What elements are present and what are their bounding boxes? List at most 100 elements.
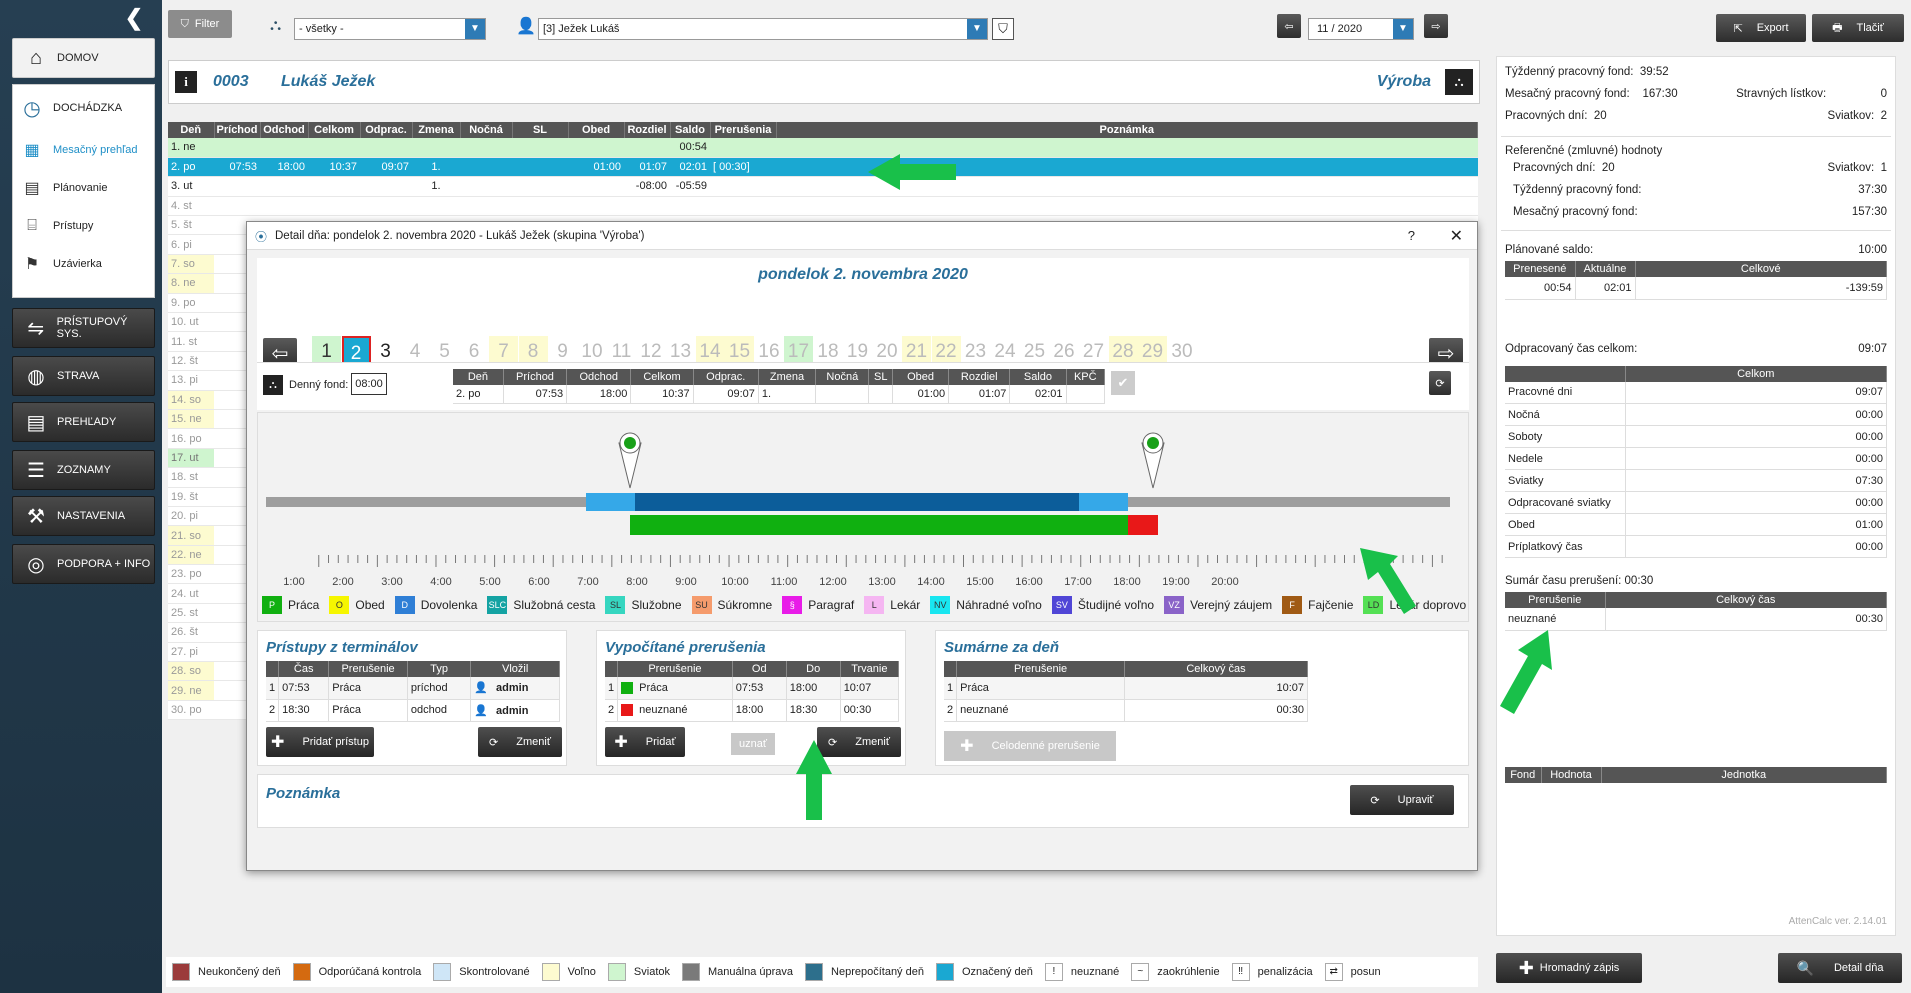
day-button[interactable]: 18 — [817, 341, 839, 362]
day-button[interactable]: 9 — [557, 341, 568, 362]
export-icon: ⇱ — [1733, 22, 1743, 35]
table-row[interactable]: 2 18:30 Práca odchod 👤 admin — [266, 699, 560, 722]
collapse-sidebar-icon[interactable]: ❮ — [124, 5, 144, 30]
nav-sub-1[interactable]: ▤ Plánovanie — [13, 169, 154, 207]
nav-2[interactable]: ⇋ PRÍSTUPOVÝ SYS. — [12, 308, 155, 348]
day-button[interactable]: 3 — [380, 341, 391, 362]
grid-col-header[interactable]: Nočná — [460, 122, 513, 138]
day-button[interactable]: 4 — [409, 341, 421, 362]
add-break-button[interactable]: ✚ Pridať — [605, 727, 685, 757]
grid-col-header[interactable]: Deň — [168, 122, 215, 138]
day-button[interactable]: 24 — [994, 341, 1016, 362]
grid-col-header[interactable]: Poznámka — [776, 122, 1478, 138]
close-icon[interactable]: ✕ — [1449, 228, 1463, 245]
day-button[interactable]: 30 — [1171, 341, 1193, 362]
grid-day: 6. pi — [168, 234, 214, 255]
day-button[interactable]: 12 — [640, 341, 662, 362]
grid-row[interactable]: 3. ut 1. -08:00 -05:59 — [168, 176, 1478, 197]
table-row[interactable]: 2 neuznané 18:00 18:30 00:30 — [605, 699, 900, 722]
grid-day: 27. pi — [168, 642, 214, 663]
change-break-button[interactable]: ⟳ Zmeniť — [817, 727, 901, 757]
day-button[interactable]: 13 — [669, 341, 692, 362]
grid-day: 19. št — [168, 487, 214, 507]
grid-row[interactable]: 1. ne 00:54 — [168, 138, 1478, 158]
nav-0[interactable]: ⌂ DOMOV — [12, 38, 155, 78]
day-button[interactable]: 19 — [846, 341, 869, 362]
day-button[interactable]: 28 — [1108, 336, 1138, 368]
table-row[interactable]: 1 Práca 07:53 18:00 10:07 — [605, 677, 900, 700]
refresh-button[interactable]: ⟳ — [1429, 371, 1451, 395]
day-button[interactable]: 5 — [439, 341, 450, 362]
nav-7[interactable]: ◎ PODPORA + INFO — [12, 544, 155, 584]
type-code: SV — [1051, 596, 1072, 614]
grid-day: 5. št — [168, 215, 214, 236]
table-row[interactable]: 2 neuznané 00:30 — [944, 699, 1308, 722]
month-select[interactable]: 11 / 2020 ▼ — [1308, 18, 1414, 40]
bulk-entry-button[interactable]: ✚ Hromadný zápis — [1496, 953, 1642, 983]
change-access-button[interactable]: ⟳ Zmeniť — [478, 727, 562, 757]
plus-icon: ✚ — [271, 734, 285, 751]
day-button[interactable]: 27 — [1082, 341, 1105, 362]
grid-col-header[interactable]: SL — [512, 122, 569, 138]
timeline-unaccepted-bar[interactable] — [1128, 515, 1158, 535]
grid-col-header[interactable]: Odchod — [260, 122, 309, 138]
grid-col-header[interactable]: Rozdiel — [624, 122, 671, 138]
add-access-button[interactable]: ✚ Pridať prístup — [266, 727, 374, 757]
grid-col-header[interactable]: Príchod — [214, 122, 261, 138]
plus-icon: ✚ — [614, 734, 628, 751]
accept-button[interactable]: uznať — [731, 733, 775, 755]
day-button[interactable]: 25 — [1023, 341, 1046, 362]
next-month-button[interactable]: ⇨ — [1424, 14, 1448, 38]
grid-col-header[interactable]: Saldo — [670, 122, 711, 138]
departure-marker[interactable] — [1141, 432, 1165, 489]
group-select[interactable]: - všetky - ▼ — [294, 18, 486, 40]
table-row[interactable]: 1 Práca 10:07 — [944, 677, 1308, 700]
day-button[interactable]: 16 — [758, 341, 780, 362]
day-col-header: Zmena — [758, 369, 817, 385]
nav-4[interactable]: ▤ PREHĽADY — [12, 402, 155, 442]
nav-dochadzka[interactable]: ◷ DOCHÁDZKA — [13, 85, 154, 131]
filter-button[interactable]: ⛉ Filter — [168, 10, 232, 38]
day-button[interactable]: 26 — [1053, 341, 1075, 362]
legend-item: Neprepočítaný deň — [805, 963, 924, 981]
grid-day: 10. ut — [168, 312, 214, 333]
print-button[interactable]: 🖶 Tlačiť — [1812, 14, 1904, 42]
info-icon[interactable]: i — [175, 71, 197, 93]
day-button[interactable]: 20 — [876, 341, 898, 362]
nav-3[interactable]: ◍ STRAVA — [12, 356, 155, 396]
day-detail-button[interactable]: 🔍 Detail dňa — [1778, 953, 1902, 983]
day-fund-input[interactable]: 08:00 — [351, 373, 387, 395]
grid-col-header[interactable]: Prerušenia — [710, 122, 777, 138]
day-button[interactable]: 6 — [468, 341, 480, 362]
help-icon[interactable]: ? — [1407, 228, 1415, 243]
nav-5[interactable]: ☰ ZOZNAMY — [12, 450, 155, 490]
day-col-header: Odchod — [566, 369, 632, 385]
group-icon[interactable]: ⛬ — [1445, 69, 1473, 95]
grid-day: 8. ne — [168, 273, 214, 294]
grid-col-header[interactable]: Celkom — [308, 122, 361, 138]
type-code: VZ — [1164, 596, 1185, 614]
nav-6[interactable]: ⚒ NASTAVENIA — [12, 496, 155, 536]
table-row[interactable]: 1 07:53 Práca príchod 👤 admin — [266, 677, 560, 700]
grid-row[interactable]: 2. po 07:53 18:00 10:37 09:07 1. 01:00 01:07 02:… — [168, 157, 1478, 178]
timeline-work-bar[interactable] — [630, 515, 1130, 535]
grid-col-header[interactable]: Odprac. — [360, 122, 413, 138]
arrival-marker[interactable] — [618, 432, 642, 489]
check-icon[interactable]: ✔ — [1111, 371, 1135, 395]
nav-sub-0[interactable]: ▦ Mesačný prehľad — [13, 131, 154, 169]
ref-monthly-fund: Mesačný pracovný fond: 157:30 — [1513, 206, 1887, 218]
filter-icon[interactable]: ⛉ — [992, 18, 1014, 40]
nav-sub-3[interactable]: ⚑ Uzávierka — [13, 245, 154, 283]
grid-row[interactable]: 4. st — [168, 196, 1478, 217]
grid-col-header[interactable]: Zmena — [412, 122, 461, 138]
prev-month-button[interactable]: ⇦ — [1277, 14, 1301, 38]
day-button[interactable]: 23 — [964, 341, 987, 362]
edit-note-button[interactable]: ⟳ Upraviť — [1350, 785, 1454, 815]
employee-select[interactable]: [3] Ježek Lukáš ▼ — [538, 18, 988, 40]
grid-col-header[interactable]: Obed — [568, 122, 625, 138]
day-button[interactable]: 11 — [611, 341, 632, 362]
day-button[interactable]: 10 — [581, 341, 603, 362]
export-button[interactable]: ⇱ Export — [1716, 14, 1806, 42]
allday-break-button[interactable]: ✚ Celodenné prerušenie — [944, 731, 1116, 761]
nav-sub-2[interactable]: ⌸ Prístupy — [13, 207, 154, 245]
